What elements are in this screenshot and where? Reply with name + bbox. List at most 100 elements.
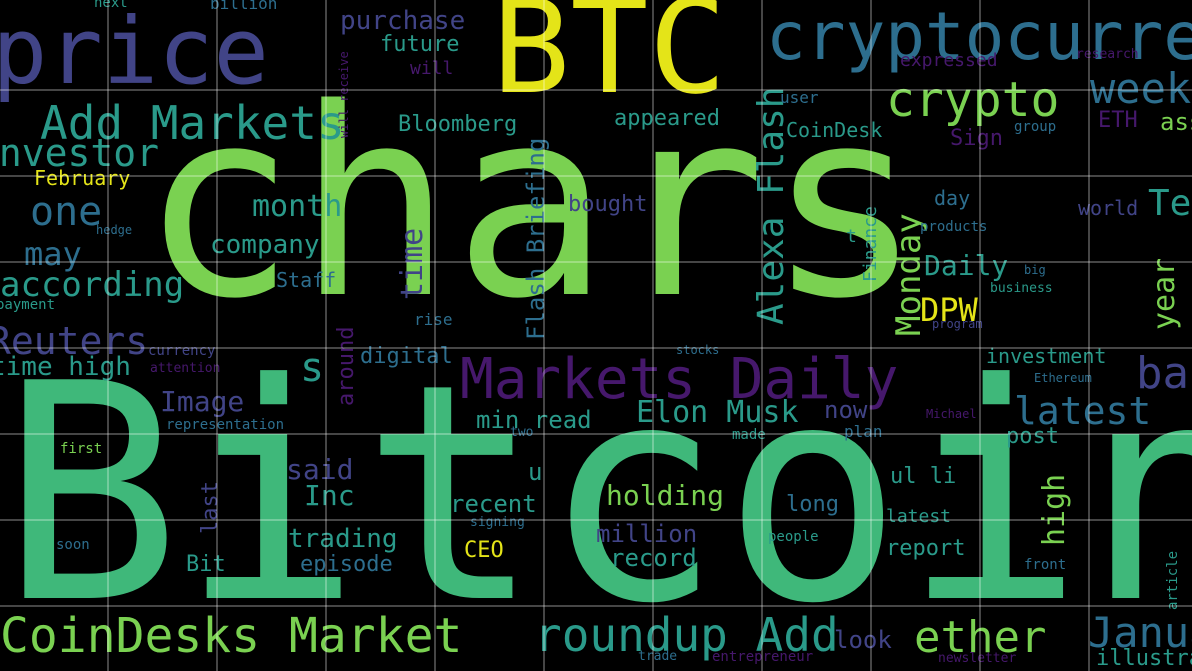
cloud-word: trade bbox=[638, 649, 678, 664]
cloud-word: Image bbox=[160, 385, 245, 418]
cloud-word: Daily bbox=[924, 249, 1009, 282]
cloud-word: one bbox=[30, 189, 103, 235]
cloud-word: Reuters bbox=[0, 319, 149, 363]
cloud-word: signing bbox=[470, 515, 525, 530]
cloud-word: entrepreneur bbox=[712, 649, 814, 665]
cloud-word: CEO bbox=[464, 538, 504, 563]
cloud-word: latest bbox=[886, 506, 952, 527]
cloud-word: Staff bbox=[276, 268, 337, 292]
cloud-word: investment bbox=[986, 344, 1107, 368]
cloud-word: Sign bbox=[950, 126, 1003, 151]
cloud-word: hedge bbox=[96, 223, 133, 237]
cloud-word: two bbox=[510, 425, 534, 440]
cloud-word: billion bbox=[210, 0, 278, 13]
cloud-word: investor bbox=[0, 131, 160, 175]
cloud-word: holding bbox=[606, 479, 725, 512]
cloud-word: attention bbox=[150, 361, 221, 376]
cloud-word: last bbox=[198, 481, 223, 534]
cloud-word: soon bbox=[56, 537, 90, 553]
cloud-word: million bbox=[596, 520, 698, 548]
cloud-word: said bbox=[286, 453, 354, 486]
cloud-word: stocks bbox=[676, 343, 720, 357]
cloud-word: plan bbox=[844, 422, 883, 441]
cloud-word: digital bbox=[360, 344, 453, 369]
cloud-word: day bbox=[934, 186, 971, 210]
cloud-word: world bbox=[1078, 196, 1139, 220]
cloud-word: Bitcoin bbox=[0, 320, 1192, 669]
cloud-word: first bbox=[60, 441, 103, 457]
cloud-word: year bbox=[1147, 257, 1182, 330]
cloud-word: price bbox=[0, 0, 269, 105]
cloud-word: Bloomberg bbox=[398, 112, 518, 137]
cloud-word: user bbox=[780, 88, 819, 107]
cloud-word: month bbox=[252, 189, 343, 224]
cloud-word: currency bbox=[148, 343, 216, 359]
cloud-word: latest bbox=[1014, 389, 1152, 433]
cloud-word: DPW bbox=[920, 291, 978, 329]
cloud-word: Michael bbox=[926, 407, 977, 421]
cloud-word: products bbox=[920, 219, 988, 235]
cloud-word: report bbox=[886, 536, 966, 561]
cloud-word: Add Markets bbox=[40, 96, 345, 150]
cloud-word: will receive bbox=[337, 51, 351, 138]
cloud-word: CoinDesk bbox=[786, 118, 883, 142]
cloud-word: newsletter bbox=[938, 651, 1017, 666]
cloud-word: now bbox=[824, 396, 868, 424]
cloud-word: high bbox=[1037, 473, 1072, 546]
cloud-word: roundup Add bbox=[534, 608, 839, 662]
cloud-word: record bbox=[610, 544, 697, 572]
cloud-word: asset bbox=[1160, 108, 1192, 136]
cloud-word: made bbox=[732, 427, 766, 443]
cloud-word: front bbox=[1024, 557, 1067, 573]
cloud-word: ETH bbox=[1098, 108, 1138, 133]
cloud-word: around bbox=[334, 326, 359, 406]
cloud-word: program bbox=[932, 317, 983, 331]
cloud-word: February bbox=[34, 166, 131, 190]
cloud-word: chars bbox=[140, 54, 923, 356]
cloud-word: u bbox=[528, 458, 543, 486]
cloud-word: Alexa Flash bbox=[751, 86, 792, 325]
cloud-word: rise bbox=[414, 310, 453, 329]
cloud-word: episode bbox=[300, 552, 393, 577]
cloud-word: future bbox=[380, 32, 460, 57]
cloud-word: time high bbox=[0, 352, 131, 382]
cloud-word: Markets Daily bbox=[460, 347, 899, 412]
cloud-word: long bbox=[786, 492, 839, 517]
cloud-word: CoinDesks Market bbox=[0, 608, 463, 664]
cloud-word: next bbox=[94, 0, 128, 11]
cloud-word: recent bbox=[450, 490, 537, 518]
cloud-word: min read bbox=[476, 406, 592, 434]
cloud-word: payment bbox=[0, 297, 56, 313]
cloud-word: group bbox=[1014, 119, 1057, 135]
cloud-word: Finance bbox=[860, 206, 881, 282]
cloud-word: post bbox=[1006, 424, 1059, 449]
cloud-word: look bbox=[834, 626, 892, 654]
cloud-word: may bbox=[24, 235, 82, 273]
cloud-word: crypto bbox=[886, 72, 1060, 128]
cloud-word: according bbox=[0, 265, 185, 305]
cloud-word: company bbox=[210, 230, 320, 260]
cloud-word: Ethereum bbox=[1034, 371, 1092, 385]
cloud-word: cryptocurrency bbox=[766, 0, 1192, 75]
cloud-word: ul li bbox=[890, 464, 957, 489]
cloud-word: BTC bbox=[492, 0, 727, 123]
cloud-word: Flash Briefing bbox=[522, 137, 550, 340]
cloud-word: big bbox=[1024, 263, 1046, 277]
cloud-word: Elon Musk bbox=[636, 395, 799, 430]
cloud-word: time bbox=[395, 227, 430, 300]
cloud-word: Tesla bbox=[1148, 183, 1192, 224]
cloud-word: business bbox=[990, 281, 1053, 296]
cloud-word: Inc bbox=[304, 479, 355, 512]
cloud-word: bought bbox=[568, 192, 648, 217]
cloud-word: illustration bbox=[1096, 646, 1192, 671]
cloud-word: will bbox=[410, 58, 454, 79]
cloud-word: research bbox=[1076, 47, 1139, 62]
cloud-word: Bit bbox=[186, 552, 226, 577]
cloud-word: s bbox=[300, 345, 325, 391]
cloud-word: people bbox=[768, 529, 819, 545]
cloud-word: article bbox=[1165, 550, 1181, 610]
cloud-word: expressed bbox=[900, 50, 998, 71]
cloud-word: representation bbox=[166, 417, 285, 433]
cloud-word: bank bbox=[1136, 348, 1192, 399]
